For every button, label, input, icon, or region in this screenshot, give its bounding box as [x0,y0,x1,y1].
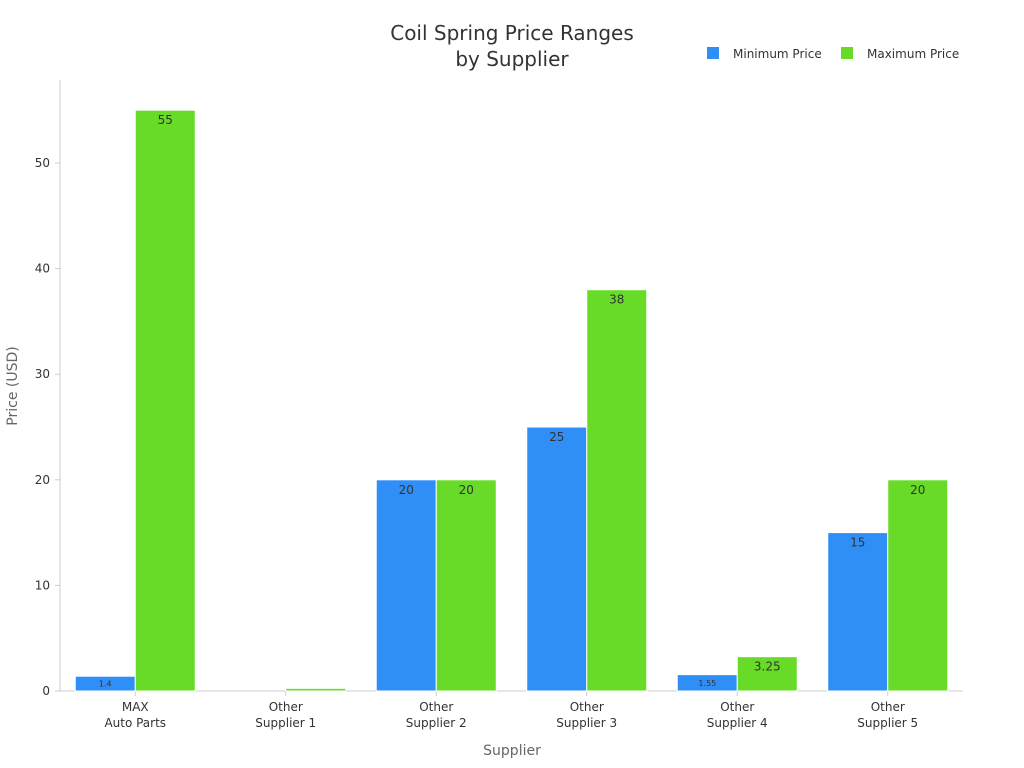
x-tick-label: Other [720,700,754,714]
x-tick-label: Supplier 4 [707,716,768,730]
bar-max [134,109,196,692]
y-tick-label: 0 [42,684,50,698]
x-tick-label: Supplier 2 [406,716,467,730]
x-tick-label: Other [269,700,303,714]
y-tick-label: 40 [35,262,50,276]
y-tick-label: 20 [35,473,50,487]
legend-swatch [707,47,719,59]
data-label: 1.4 [99,680,112,689]
chart-title: Coil Spring Price Ranges [390,21,634,45]
bar-min [827,532,889,692]
bar-max [887,479,949,692]
bar-max [285,687,347,692]
y-axis-label: Price (USD) [5,346,21,425]
x-tick-label: Supplier 3 [556,716,617,730]
x-tick-label: Supplier 5 [857,716,918,730]
bar-min [526,426,588,692]
x-axis-label: Supplier [483,743,541,759]
x-tick-label: Other [419,700,453,714]
y-tick-label: 50 [35,156,50,170]
data-label: 38 [609,293,624,307]
x-tick-label: Other [570,700,604,714]
x-tick-label: Supplier 1 [255,716,316,730]
bar-max [586,289,648,692]
data-label: 20 [910,483,925,497]
x-tick-label: Other [871,700,905,714]
data-label: 20 [399,483,414,497]
data-label: 15 [850,536,865,550]
data-label: 3.25 [754,660,781,674]
legend-swatch [841,47,853,59]
bar-max [435,479,497,692]
legend-label: Minimum Price [733,47,822,61]
data-label: 55 [158,113,173,127]
data-label: 25 [549,430,564,444]
bar-max [736,656,798,692]
y-tick-label: 10 [35,578,50,592]
bar-min [375,479,437,692]
data-label: 1.55 [698,679,716,688]
legend-label: Maximum Price [867,47,959,61]
x-tick-label: MAX [122,700,149,714]
chart-title: by Supplier [455,47,569,71]
data-label: 20 [459,483,474,497]
y-tick-label: 30 [35,367,50,381]
x-tick-label: Auto Parts [104,716,166,730]
